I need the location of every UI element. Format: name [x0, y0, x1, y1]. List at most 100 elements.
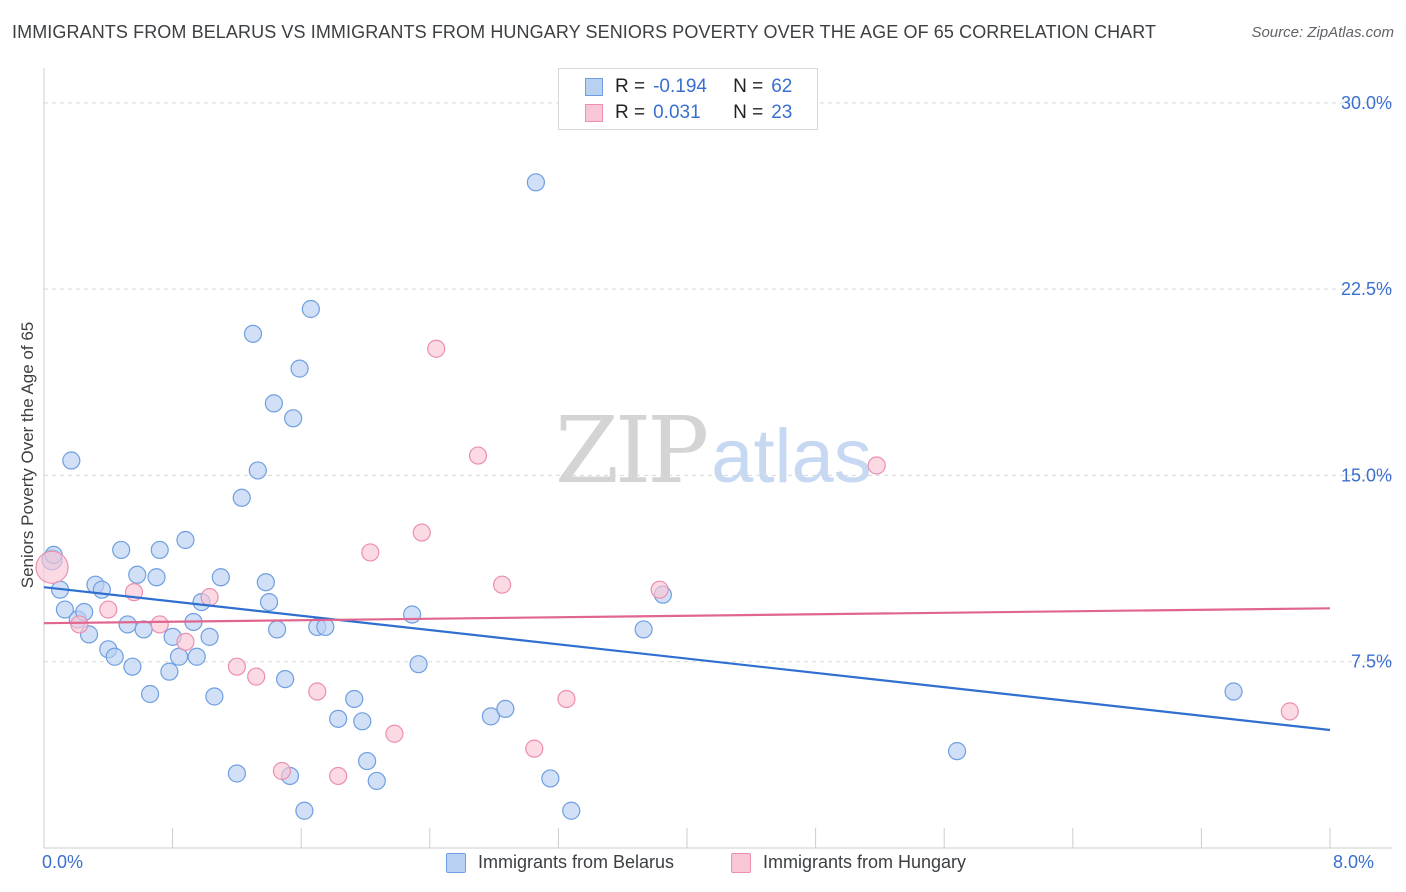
- r-value: -0.194: [653, 76, 707, 97]
- belarus-point: [634, 620, 653, 639]
- hungary-point: [1280, 702, 1299, 721]
- belarus-point: [55, 600, 74, 619]
- belarus-point: [147, 568, 166, 587]
- y-tick-label: 15.0%: [1341, 465, 1392, 485]
- belarus-point: [256, 573, 275, 592]
- belarus-point: [526, 173, 545, 192]
- hungary-legend-swatch: [731, 852, 751, 873]
- hungary-point: [867, 456, 886, 475]
- hungary-point: [272, 761, 292, 781]
- belarus-point: [205, 687, 224, 706]
- belarus-trend-line: [43, 586, 1331, 732]
- stats-row-hungary: R = 0.031 N = 23: [585, 101, 792, 125]
- belarus-point: [295, 801, 314, 820]
- hungary-swatch: [585, 104, 603, 122]
- belarus-point: [187, 647, 206, 666]
- watermark-zip: ZIP: [555, 397, 709, 504]
- hungary-point: [308, 682, 327, 701]
- x-tick-label-max: 8.0%: [1333, 852, 1375, 872]
- belarus-point: [403, 605, 422, 624]
- hungary-point: [329, 766, 348, 786]
- n-value: 23: [771, 102, 793, 123]
- watermark: ZIPatlas: [555, 405, 872, 497]
- hungary-point: [650, 580, 669, 599]
- belarus-point: [248, 461, 267, 480]
- belarus-point: [290, 359, 309, 378]
- belarus-swatch: [585, 78, 603, 96]
- hungary-point: [70, 615, 89, 634]
- hungary-point: [557, 689, 576, 709]
- n-value: 62: [771, 76, 793, 97]
- belarus-point: [264, 394, 283, 413]
- axes: [43, 68, 1392, 849]
- belarus-point: [947, 742, 967, 761]
- legend-item-belarus[interactable]: Immigrants from Belarus: [446, 852, 674, 873]
- belarus-legend-swatch: [446, 852, 466, 873]
- n-label: N =: [733, 102, 764, 123]
- belarus-point: [211, 568, 230, 587]
- watermark-atlas: atlas: [711, 414, 872, 499]
- belarus-point: [329, 709, 348, 728]
- belarus-point: [481, 707, 500, 726]
- belarus-point: [409, 655, 428, 674]
- hungary-point: [227, 657, 246, 676]
- source-credit: Source: ZipAtlas.com: [1251, 24, 1394, 41]
- gridlines: [44, 102, 1392, 663]
- belarus-point: [128, 565, 147, 584]
- belarus-point: [1224, 682, 1243, 701]
- legend-label-belarus: Immigrants from Belarus: [478, 852, 675, 872]
- hungary-point: [35, 550, 69, 584]
- y-tick-label: 7.5%: [1351, 652, 1392, 672]
- belarus-point: [112, 540, 131, 560]
- hungary-point: [427, 339, 446, 358]
- y-tick-labels: 7.5% 15.0% 22.5% 30.0%: [1341, 93, 1392, 672]
- hungary-point: [468, 446, 488, 465]
- belarus-point: [259, 592, 279, 612]
- hungary-point: [176, 632, 195, 651]
- belarus-point: [496, 699, 515, 719]
- belarus-point: [562, 801, 581, 820]
- hungary-point: [247, 667, 266, 686]
- data-points: [35, 173, 1299, 820]
- belarus-point: [123, 657, 142, 676]
- belarus-point: [62, 451, 81, 470]
- belarus-point: [92, 580, 111, 599]
- belarus-point: [105, 647, 124, 666]
- belarus-point: [160, 662, 179, 681]
- hungary-point: [361, 543, 380, 562]
- belarus-point: [176, 530, 195, 550]
- hungary-trend-line: [43, 607, 1331, 625]
- y-tick-label: 22.5%: [1341, 279, 1392, 299]
- belarus-point: [243, 324, 263, 343]
- hungary-point: [99, 600, 118, 619]
- belarus-point: [150, 540, 169, 560]
- belarus-point: [140, 684, 160, 704]
- hungary-point: [200, 588, 219, 607]
- x-tick-label-min: 0.0%: [42, 852, 84, 872]
- hungary-point: [525, 739, 544, 758]
- belarus-point: [232, 488, 251, 507]
- belarus-point: [200, 627, 219, 646]
- y-tick-label: 30.0%: [1341, 93, 1392, 113]
- belarus-point: [367, 771, 386, 791]
- belarus-point: [353, 712, 372, 731]
- stats-legend: R = -0.194 N = 62 R = 0.031 N = 23: [558, 68, 818, 130]
- belarus-point: [301, 299, 320, 319]
- belarus-point: [267, 620, 287, 639]
- legend-label-hungary: Immigrants from Hungary: [763, 852, 967, 872]
- y-axis-label: Seniors Poverty Over the Age of 65: [18, 321, 37, 589]
- belarus-point: [345, 689, 364, 709]
- belarus-point: [276, 669, 295, 689]
- hungary-point: [493, 575, 512, 594]
- stats-row-belarus: R = -0.194 N = 62: [585, 75, 792, 99]
- chart-title: IMMIGRANTS FROM BELARUS VS IMMIGRANTS FR…: [12, 22, 1157, 42]
- n-label: N =: [733, 76, 764, 97]
- legend-item-hungary[interactable]: Immigrants from Hungary: [731, 852, 966, 873]
- belarus-point: [541, 769, 560, 788]
- r-label: R =: [615, 76, 646, 97]
- belarus-point: [284, 409, 303, 428]
- belarus-point: [227, 764, 246, 783]
- hungary-point: [385, 724, 404, 743]
- trend-lines: [43, 586, 1331, 732]
